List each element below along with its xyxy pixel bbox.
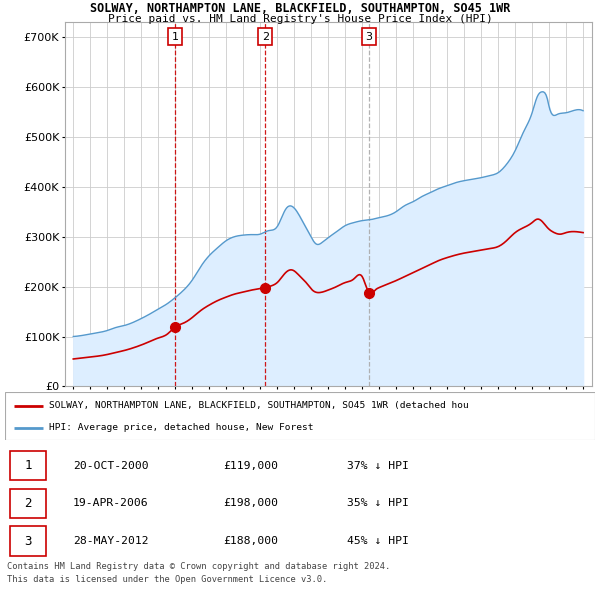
FancyBboxPatch shape — [10, 451, 46, 480]
Text: 3: 3 — [24, 535, 32, 548]
Text: This data is licensed under the Open Government Licence v3.0.: This data is licensed under the Open Gov… — [7, 575, 328, 584]
Text: HPI: Average price, detached house, New Forest: HPI: Average price, detached house, New … — [49, 423, 314, 432]
Text: SOLWAY, NORTHAMPTON LANE, BLACKFIELD, SOUTHAMPTON, SO45 1WR: SOLWAY, NORTHAMPTON LANE, BLACKFIELD, SO… — [90, 2, 510, 15]
Text: 1: 1 — [172, 32, 179, 42]
FancyBboxPatch shape — [10, 526, 46, 556]
Text: Price paid vs. HM Land Registry's House Price Index (HPI): Price paid vs. HM Land Registry's House … — [107, 14, 493, 24]
Text: £188,000: £188,000 — [223, 536, 278, 546]
Text: £198,000: £198,000 — [223, 499, 278, 509]
Text: 35% ↓ HPI: 35% ↓ HPI — [347, 499, 409, 509]
Text: 45% ↓ HPI: 45% ↓ HPI — [347, 536, 409, 546]
Text: 37% ↓ HPI: 37% ↓ HPI — [347, 461, 409, 470]
FancyBboxPatch shape — [10, 489, 46, 519]
Text: 20-OCT-2000: 20-OCT-2000 — [73, 461, 148, 470]
Text: £119,000: £119,000 — [223, 461, 278, 470]
Text: Contains HM Land Registry data © Crown copyright and database right 2024.: Contains HM Land Registry data © Crown c… — [7, 562, 391, 571]
FancyBboxPatch shape — [5, 392, 595, 440]
Text: 2: 2 — [24, 497, 32, 510]
Text: 19-APR-2006: 19-APR-2006 — [73, 499, 148, 509]
Text: 3: 3 — [365, 32, 373, 42]
Text: 2: 2 — [262, 32, 269, 42]
Text: SOLWAY, NORTHAMPTON LANE, BLACKFIELD, SOUTHAMPTON, SO45 1WR (detached hou: SOLWAY, NORTHAMPTON LANE, BLACKFIELD, SO… — [49, 401, 469, 410]
Text: 1: 1 — [24, 459, 32, 472]
Text: 28-MAY-2012: 28-MAY-2012 — [73, 536, 148, 546]
